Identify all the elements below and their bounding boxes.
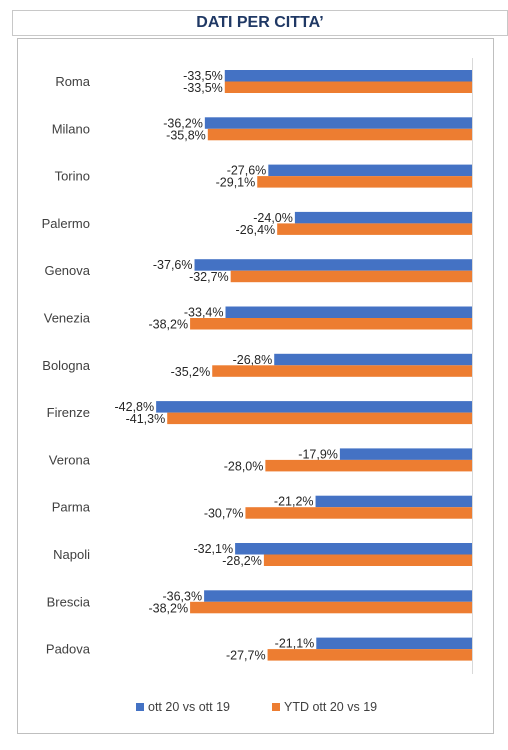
bar-ott (294, 211, 472, 224)
page-title: DATI PER CITTA’ (196, 14, 324, 31)
bar-ytd (190, 601, 473, 614)
data-label: -35,2% (171, 365, 211, 379)
data-label: -38,2% (148, 318, 188, 332)
category-label: Brescia (47, 594, 91, 609)
data-label: -33,5% (183, 81, 223, 95)
bar-ott (274, 353, 472, 366)
bar-ytd (245, 507, 472, 519)
bar-ott (194, 259, 472, 271)
data-label: -41,3% (126, 412, 166, 426)
bar-ytd (257, 176, 472, 188)
data-label: -38,2% (148, 601, 188, 615)
bar-ott (204, 117, 472, 129)
data-label: -37,6% (153, 258, 193, 272)
data-label: -36,3% (162, 589, 202, 603)
category-label: Roma (55, 74, 90, 89)
data-label: -33,4% (184, 306, 224, 320)
bar-ytd (190, 318, 473, 330)
bar-ott (268, 164, 472, 177)
data-label: -27,6% (227, 164, 267, 178)
bar-ytd (224, 81, 472, 93)
data-label: -33,5% (183, 69, 223, 83)
data-label: -21,2% (274, 495, 314, 509)
bar-ott (315, 495, 472, 508)
legend-swatch (272, 703, 280, 711)
data-label: -26,4% (236, 223, 276, 237)
data-label: -36,2% (163, 116, 203, 130)
data-label: -28,0% (224, 459, 264, 473)
category-label: Napoli (53, 547, 90, 562)
data-label: -29,1% (216, 176, 256, 190)
category-label: Palermo (42, 216, 90, 231)
bar-ytd (230, 270, 472, 283)
bar-ytd (212, 365, 472, 377)
data-label: -32,1% (193, 542, 233, 556)
legend-swatch (136, 703, 144, 711)
category-label: Firenze (47, 405, 90, 420)
bar-ytd (267, 649, 472, 661)
bar-ott (204, 590, 472, 602)
bar-ott (225, 306, 472, 318)
data-label: -42,8% (115, 400, 155, 414)
bar-ott (224, 70, 472, 82)
data-label: -21,1% (275, 637, 315, 651)
legend-label: YTD ott 20 vs 19 (284, 700, 377, 714)
bar-ytd (207, 128, 472, 141)
data-label: -24,0% (253, 211, 293, 225)
bar-ott (316, 637, 472, 650)
bar-ott (235, 543, 472, 555)
category-label: Verona (49, 452, 91, 467)
bar-ott (156, 401, 473, 413)
category-label: Venezia (44, 311, 91, 326)
title-bar: DATI PER CITTA’ (12, 10, 508, 36)
category-label: Bologna (42, 358, 90, 373)
data-label: -35,8% (166, 128, 206, 142)
chart-frame (17, 38, 494, 734)
bar-ytd (277, 223, 472, 235)
bar-ytd (263, 554, 472, 566)
data-label: -32,7% (189, 270, 229, 284)
category-label: Torino (55, 169, 90, 184)
bar-ytd (167, 412, 472, 425)
bar-ott (339, 448, 472, 460)
category-label: Padova (46, 642, 91, 657)
category-label: Milano (52, 121, 90, 136)
bar-ytd (265, 459, 472, 472)
data-label: -28,2% (222, 554, 262, 568)
legend-label: ott 20 vs ott 19 (148, 700, 230, 714)
category-label: Genova (44, 263, 90, 278)
data-label: -17,9% (298, 447, 338, 461)
category-label: Parma (52, 500, 91, 515)
data-label: -27,7% (226, 649, 266, 663)
data-label: -26,8% (233, 353, 273, 367)
data-label: -30,7% (204, 507, 244, 521)
